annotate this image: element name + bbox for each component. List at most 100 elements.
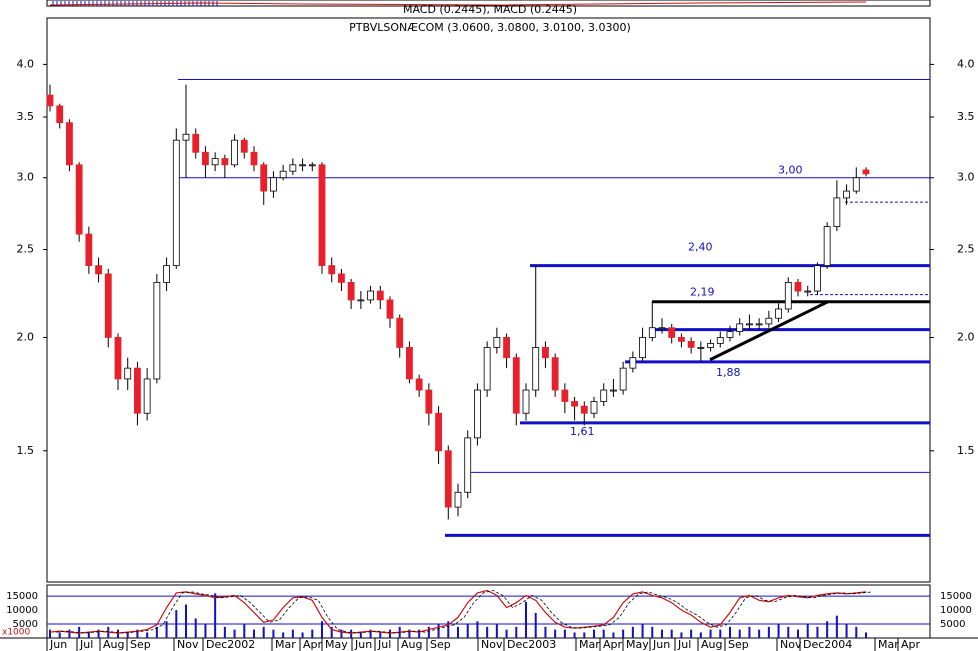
x-tick-label: Sep (430, 638, 451, 651)
x-tick-label: Apr (901, 638, 921, 651)
volume-bar (670, 629, 673, 638)
candle-body (192, 133, 200, 153)
candle-body (629, 357, 637, 369)
y-tick-label: 3.0 (957, 171, 975, 184)
volume-bar (797, 629, 799, 638)
volume-bar (525, 601, 527, 638)
volume-bar (233, 629, 236, 638)
candle-body (114, 337, 122, 380)
volume-bar (389, 629, 391, 638)
candle-body (542, 347, 549, 359)
candle-body (668, 327, 676, 338)
x-tick-label: Apr (603, 638, 623, 651)
candle-body (260, 164, 268, 192)
x-tick-label: Dec2002 (206, 638, 255, 651)
volume-bar (359, 632, 362, 638)
candle-body (386, 299, 394, 319)
candle-body (66, 122, 73, 166)
volume-bar (505, 629, 508, 638)
volume-bar (563, 629, 566, 638)
volume-bar (272, 629, 275, 638)
candle-body (610, 389, 617, 392)
volume-bar (194, 618, 197, 638)
volume-bar (534, 612, 537, 638)
level-annotation: 2,19 (690, 286, 715, 299)
candle-body (104, 273, 112, 338)
x-tick-label: Jul (377, 638, 391, 651)
x-tick-label: May (325, 638, 348, 651)
candle-body (231, 139, 238, 166)
volume-bar (214, 593, 217, 638)
volume-bar (515, 626, 518, 638)
candle-body (163, 265, 170, 283)
candle-body (202, 151, 209, 166)
volume-tick-label: 10000 (6, 605, 38, 616)
volume-bar (729, 626, 731, 638)
candle-body (46, 94, 54, 107)
x-tick-label: Nov (780, 638, 802, 651)
candle-body (814, 265, 821, 292)
candle-body (755, 323, 763, 326)
candle-body (648, 327, 656, 338)
candle-body (784, 281, 792, 310)
volume-unit: x1000 (2, 628, 31, 638)
volume-bar (136, 629, 139, 638)
candle-body (454, 491, 462, 508)
volume-bar (223, 626, 226, 638)
candle-body (561, 389, 569, 402)
candle-body (862, 169, 870, 175)
x-tick-label: Mar (579, 638, 600, 651)
candle-body (134, 367, 141, 414)
volume-tick-label: 15000 (940, 591, 972, 602)
candle-body (211, 158, 219, 166)
candle-body (425, 389, 433, 414)
x-tick-label: Nov (177, 638, 199, 651)
volume-bar (146, 632, 149, 638)
volume-bar (427, 626, 430, 638)
candle-body (775, 308, 782, 319)
candle-body (338, 273, 345, 283)
candle-body (75, 164, 83, 235)
level-annotation: 3,00 (778, 164, 803, 177)
y-tick-label: 3.0 (17, 171, 35, 184)
volume-tick-label: 5000 (13, 619, 38, 630)
volume-bar (738, 629, 741, 638)
candle-body (600, 389, 608, 402)
candle-body (474, 389, 481, 439)
candle-body (639, 337, 646, 359)
price-panel (46, 17, 931, 583)
candle-body (687, 341, 695, 348)
x-tick-label: Aug (401, 638, 422, 651)
oscillator-signal (55, 590, 873, 634)
candle-body (852, 177, 860, 192)
x-tick-label: Jul (79, 638, 93, 651)
volume-bar (301, 632, 304, 638)
candle-body (153, 281, 161, 380)
x-tick-label: Dec2004 (803, 638, 852, 651)
volume-tick-label: 5000 (940, 619, 965, 630)
volume-bar (418, 629, 421, 638)
volume-bar (204, 624, 207, 638)
candle-body (270, 177, 277, 192)
volume-bar (787, 626, 790, 638)
y-tick-label: 4.0 (957, 57, 975, 70)
y-tick-label: 4.0 (17, 57, 35, 70)
volume-bar (495, 624, 498, 638)
candle-body (435, 412, 442, 452)
volume-bar (767, 626, 770, 638)
trend-line (709, 300, 829, 362)
candle-body (765, 317, 773, 325)
candle-body (279, 170, 287, 179)
x-tick-label: Sep (728, 638, 749, 651)
candle-body (367, 290, 374, 301)
candle-body (590, 401, 598, 414)
volume-bar (748, 626, 751, 638)
x-tick-label: May (626, 638, 649, 651)
volume-bar (631, 626, 634, 638)
candle-body (658, 327, 666, 330)
volume-bar (835, 615, 838, 638)
volume-bar (855, 626, 858, 638)
volume-bar (185, 604, 187, 638)
